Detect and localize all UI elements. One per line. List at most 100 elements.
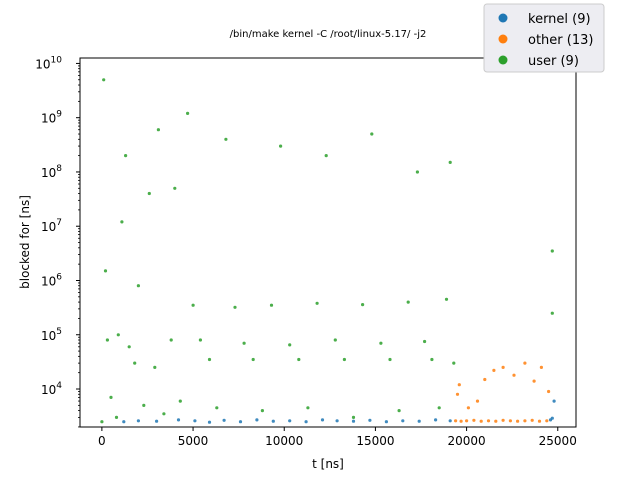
user-data-point	[444, 297, 449, 301]
other-data-point	[457, 383, 461, 387]
user-data-point	[315, 301, 319, 305]
other-data-point	[501, 365, 505, 369]
kernel-data-point	[207, 420, 212, 424]
other-data-point	[547, 389, 551, 394]
kernel-data-point	[288, 419, 292, 423]
other-data-point	[494, 419, 498, 423]
user-data-point	[297, 357, 301, 362]
x-tick-label: 25000	[539, 434, 577, 448]
kernel-data-point	[417, 419, 421, 423]
user-data-point	[109, 395, 113, 399]
other-data-point	[530, 418, 534, 422]
kernel-data-point	[351, 419, 356, 423]
kernel-data-point	[384, 420, 388, 424]
kernel-data-point	[335, 419, 339, 423]
other-data-point	[545, 419, 549, 423]
other-data-point	[472, 418, 476, 422]
other-data-point	[516, 419, 520, 423]
kernel-data-point	[176, 418, 181, 422]
x-axis-label: t [ns]	[312, 457, 344, 471]
other-data-point	[501, 418, 505, 422]
user-data-point	[452, 361, 456, 365]
user-data-point	[114, 415, 119, 419]
user-data-point	[260, 409, 264, 413]
user-legend-marker	[498, 55, 508, 65]
user-data-point	[100, 420, 104, 424]
user-data-point	[233, 305, 237, 309]
user-data-point	[437, 406, 441, 410]
x-tick-label: 0	[98, 434, 106, 448]
kernel-data-point	[434, 418, 438, 422]
user-data-point	[124, 154, 128, 158]
other-data-point	[486, 419, 491, 423]
kernel-data-point	[122, 420, 126, 424]
user-data-point	[379, 341, 383, 345]
other-legend-label: other (13)	[528, 33, 593, 48]
user-data-point	[361, 303, 365, 307]
y-axis-ticks: 104 105 106 107 108 109 1010	[35, 55, 80, 428]
user-data-point	[269, 303, 274, 307]
user-data-point	[133, 361, 137, 365]
legend: kernel (9) other (13) user (9)	[483, 3, 605, 73]
user-data-point	[242, 341, 246, 345]
other-data-point	[454, 419, 458, 423]
y-tick-label: 106	[41, 272, 62, 288]
user-data-point	[397, 409, 401, 413]
other-legend-marker	[498, 34, 508, 44]
data-points	[100, 78, 556, 424]
user-data-point	[279, 144, 283, 148]
kernel-data-point	[238, 420, 243, 424]
other-data-point	[539, 365, 544, 369]
y-tick-label: 108	[41, 164, 62, 180]
user-data-point	[207, 357, 212, 362]
kernel-data-point	[401, 419, 405, 423]
other-data-point	[465, 419, 469, 423]
kernel-data-point	[271, 419, 275, 423]
kernel-data-point	[304, 420, 308, 424]
user-data-point	[120, 220, 124, 224]
x-axis-ticks: 0 5000 10000 15000 20000 25000	[98, 427, 577, 448]
x-tick-label: 10000	[265, 434, 303, 448]
user-data-point	[306, 406, 310, 410]
kernel-data-point	[552, 399, 556, 403]
user-data-point	[186, 111, 190, 115]
user-data-point	[215, 406, 219, 410]
y-tick-label: 1010	[35, 55, 62, 71]
user-data-point	[153, 365, 157, 369]
user-data-point	[550, 311, 554, 315]
x-tick-label: 15000	[356, 434, 394, 448]
y-tick-label: 109	[41, 110, 62, 126]
other-data-point	[532, 379, 536, 383]
other-data-point	[523, 361, 527, 365]
user-data-point	[406, 300, 410, 304]
other-data-point	[523, 419, 527, 423]
y-tick-label: 105	[41, 327, 62, 343]
user-data-point	[191, 303, 195, 307]
user-data-point	[423, 339, 427, 344]
other-data-point	[483, 377, 487, 382]
user-data-point	[448, 160, 452, 164]
user-data-point	[342, 357, 346, 362]
user-data-point	[415, 170, 419, 174]
user-data-point	[333, 338, 337, 342]
kernel-data-point	[320, 418, 325, 422]
user-data-point	[178, 399, 182, 403]
user-data-point	[388, 357, 392, 362]
kernel-legend-label: kernel (9)	[528, 12, 591, 27]
kernel-data-point	[368, 418, 372, 422]
kernel-data-point	[136, 419, 140, 423]
legend-box	[483, 3, 605, 73]
kernel-data-point	[550, 416, 554, 420]
user-data-point	[102, 78, 106, 82]
user-data-point	[324, 154, 328, 158]
y-axis-label: blocked for [ns]	[18, 195, 32, 289]
kernel-data-point	[155, 419, 159, 423]
user-data-point	[430, 357, 434, 362]
other-data-point	[512, 373, 516, 377]
kernel-data-point	[448, 419, 452, 423]
kernel-data-point	[193, 419, 197, 423]
user-data-point	[251, 357, 255, 362]
other-data-point	[466, 406, 470, 410]
x-tick-label: 5000	[178, 434, 209, 448]
